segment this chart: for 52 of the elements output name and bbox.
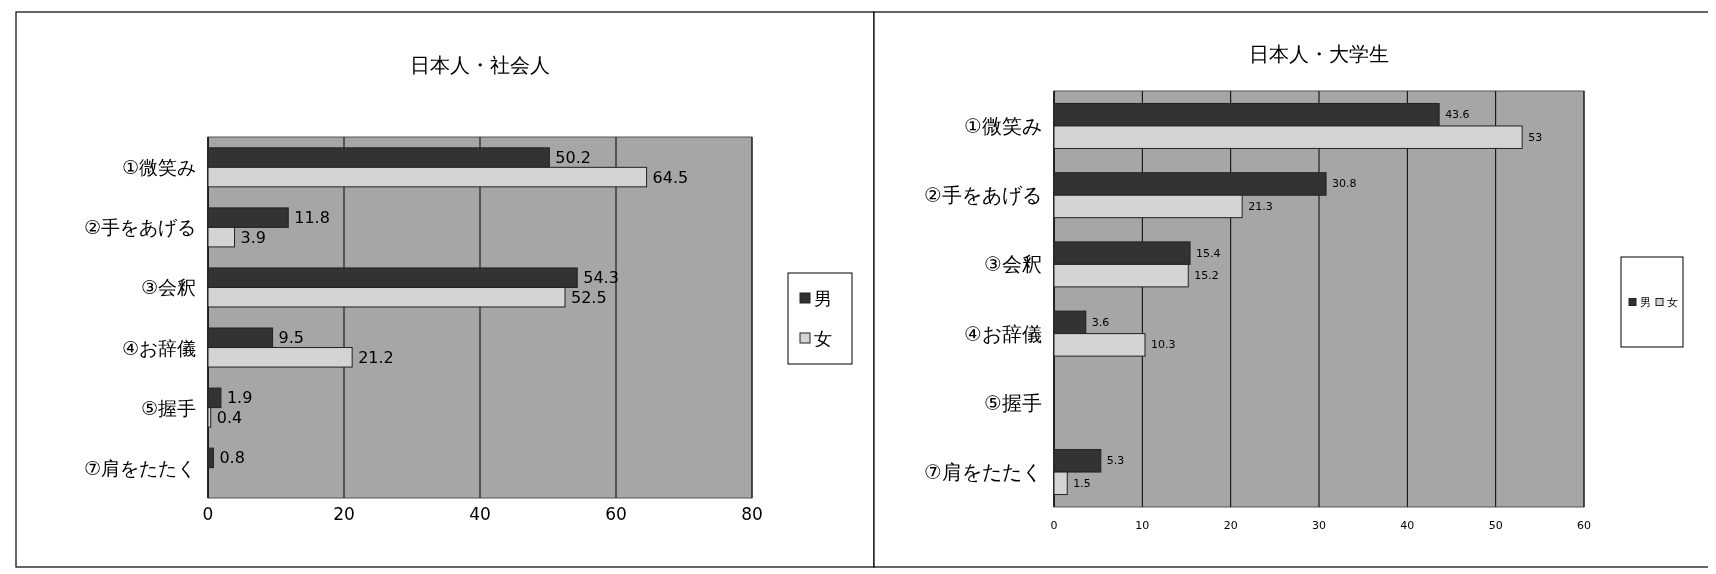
chart-title: 日本人・大学生 [1249,42,1389,66]
data-label: 1.5 [1073,476,1091,490]
data-label: 53 [1528,130,1543,144]
data-label: 64.5 [652,167,689,187]
x-tick-label: 50 [1488,519,1503,532]
legend-label: 女 [814,327,832,349]
y-tick-label: ②手をあげる [83,216,196,239]
x-tick-label: 40 [1400,519,1415,532]
data-label: 3.6 [1091,315,1110,329]
x-tick-label: 0 [1050,519,1058,532]
data-label: 50.2 [555,148,591,168]
x-tick-label: 30 [1312,519,1326,532]
data-label: 15.2 [1194,269,1219,283]
data-label: 3.9 [240,227,266,247]
x-tick-label: 40 [469,504,491,524]
y-tick-label: ⑦肩をたたく [83,456,196,479]
y-tick-label: ②手をあげる [924,183,1042,208]
y-tick-label: ①微笑み [121,156,196,179]
x-tick-label: 0 [202,504,214,524]
legend-label: 男 [1640,295,1651,309]
data-label: 1.9 [226,388,253,408]
y-tick-label: ①微笑み [964,113,1042,138]
data-label: 30.8 [1332,177,1357,191]
legend-label: 男 [814,287,832,309]
bar [207,447,214,469]
legend-label: 女 [1667,295,1678,309]
data-label: 54.3 [583,268,619,288]
x-tick-label: 60 [1577,519,1591,532]
y-tick-label: ③会釈 [984,252,1042,277]
y-tick-label: ⑤握手 [984,390,1042,415]
data-label: 21.2 [358,347,394,367]
data-label: 15.4 [1196,246,1221,260]
chart-title: 日本人・社会人 [410,53,550,77]
y-tick-label: ⑦肩をたたく [924,460,1042,485]
data-label: 21.3 [1248,199,1273,213]
data-label: 10.3 [1150,338,1176,352]
data-label: 0.4 [216,407,243,427]
x-tick-label: 60 [605,504,627,524]
data-label: 52.5 [571,287,607,307]
data-label: 9.5 [278,328,305,348]
data-label: 43.6 [1445,108,1470,122]
y-tick-label: ⑤握手 [140,396,196,419]
data-label: 11.8 [294,208,330,228]
x-tick-label: 20 [1223,519,1238,532]
x-tick-label: 80 [741,504,763,524]
x-tick-label: 10 [1135,519,1150,532]
data-label: 0.8 [219,448,245,468]
y-tick-label: ④お辞儀 [964,321,1042,346]
x-tick-label: 20 [333,504,355,524]
data-label: 5.3 [1106,454,1125,468]
y-tick-label: ③会釈 [140,276,196,299]
y-tick-label: ④お辞儀 [121,336,196,359]
